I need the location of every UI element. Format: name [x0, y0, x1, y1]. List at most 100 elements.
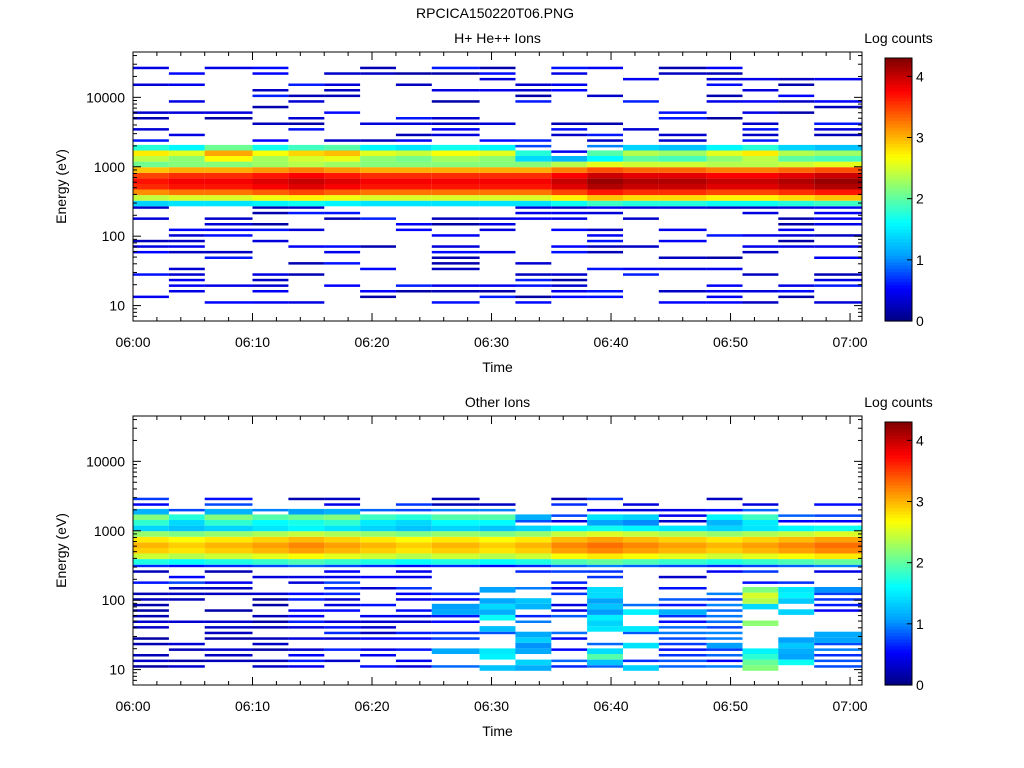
heatmap-cell — [324, 167, 361, 173]
heatmap-cell — [587, 654, 623, 660]
heatmap-cell — [658, 195, 707, 201]
heatmap-cell — [551, 200, 588, 207]
heatmap-cell — [168, 542, 205, 548]
heatmap-cell — [814, 172, 862, 179]
heatmap-cell — [360, 525, 396, 532]
heatmap-cell — [706, 144, 743, 151]
heatmap-cell — [288, 189, 325, 196]
heatmap-cell — [551, 211, 588, 215]
colorbar-segment — [885, 219, 912, 223]
heatmap-cell — [324, 211, 361, 215]
panel-title: Other Ions — [465, 394, 530, 410]
x-tick-label: 06:30 — [474, 698, 509, 714]
y-tick-label: 1000 — [94, 523, 125, 539]
heatmap-cell — [814, 559, 862, 565]
colorbar-label: Log counts — [864, 30, 933, 46]
heatmap-cell — [360, 620, 396, 623]
colorbar-segment — [885, 205, 912, 210]
heatmap-cell — [479, 531, 516, 537]
heatmap-cell — [431, 172, 480, 179]
heatmap-cell — [324, 83, 361, 86]
heatmap-cell — [252, 659, 289, 663]
heatmap-cell — [324, 659, 361, 663]
heatmap-cell — [133, 642, 169, 646]
heatmap-cell — [431, 542, 480, 548]
heatmap-cell — [623, 542, 659, 548]
colorbar-label: Log counts — [864, 394, 933, 410]
heatmap-cell — [252, 626, 289, 629]
heatmap-cell — [168, 234, 205, 237]
heatmap-cell — [742, 183, 779, 190]
heatmap-cell — [742, 89, 779, 92]
heatmap-cell — [288, 122, 325, 125]
colorbar-segment — [885, 556, 912, 561]
heatmap-cell — [288, 167, 325, 173]
heatmap-cell — [168, 536, 205, 543]
heatmap-cell — [252, 139, 289, 142]
heatmap-cell — [288, 195, 325, 201]
colorbar-segment — [885, 192, 912, 197]
heatmap-cell — [515, 603, 552, 610]
page-title: RPCICA150220T06.PNG — [416, 5, 574, 21]
heatmap-cell — [587, 156, 623, 162]
heatmap-cell — [778, 167, 815, 173]
heatmap-cell — [587, 553, 623, 560]
colorbar-tick-label: 2 — [916, 191, 924, 207]
heatmap-cell — [360, 587, 396, 590]
heatmap-cell — [587, 139, 623, 142]
heatmap-cell — [778, 564, 815, 568]
heatmap-cell — [324, 553, 361, 560]
heatmap-cell — [395, 139, 432, 142]
heatmap-cell — [551, 542, 588, 548]
heatmap-cell — [431, 178, 480, 184]
colorbar-segment — [885, 87, 912, 92]
heatmap-cell — [252, 228, 289, 232]
colorbar-segment — [885, 622, 912, 627]
heatmap-cell — [168, 100, 205, 103]
colorbar-segment — [885, 491, 912, 495]
colorbar-segment — [885, 301, 912, 306]
heatmap-cell — [551, 150, 588, 153]
heatmap-cell — [658, 609, 707, 615]
heatmap-cell — [252, 150, 289, 156]
heatmap-cell — [204, 570, 253, 573]
heatmap-cell — [204, 620, 253, 623]
heatmap-cell — [204, 525, 253, 532]
heatmap-cell — [479, 290, 516, 293]
colorbar-segment — [885, 645, 912, 650]
heatmap-cell — [324, 497, 361, 501]
heatmap-cell — [515, 195, 552, 201]
heatmap-cell — [431, 531, 480, 537]
heatmap-cell — [587, 508, 623, 512]
heatmap-cell — [551, 536, 588, 543]
heatmap-cell — [515, 536, 552, 543]
heatmap-cell — [551, 228, 588, 232]
heatmap-cell — [814, 161, 862, 168]
x-axis: 06:00 06:10 06:20 06:30 06:40 06:50 07:00 Time — [115, 52, 868, 375]
heatmap-cell — [431, 66, 480, 70]
heatmap-cell — [431, 559, 480, 565]
heatmap-cell — [431, 290, 480, 293]
heatmap-cell — [479, 200, 516, 207]
heatmap-cell — [742, 520, 779, 526]
heatmap-cell — [658, 559, 707, 565]
heatmap-cell — [133, 117, 169, 120]
heatmap-cell — [324, 536, 361, 543]
heatmap-cell — [168, 200, 205, 207]
heatmap-cell — [360, 290, 396, 293]
heatmap-cell — [395, 83, 432, 86]
heatmap-cell — [479, 156, 516, 162]
x-tick-label: 07:00 — [833, 334, 868, 350]
heatmap-cell — [742, 559, 779, 565]
x-tick-label: 06:10 — [235, 334, 270, 350]
colorbar-segment — [885, 278, 912, 283]
heatmap-cell — [623, 189, 659, 196]
colorbar-segment — [885, 500, 912, 505]
heatmap-cell — [133, 542, 169, 548]
heatmap-cell — [324, 89, 361, 92]
heatmap-cell — [551, 89, 588, 92]
heatmap-cell — [706, 547, 743, 554]
heatmap-cell — [204, 631, 253, 635]
heatmap-cell — [658, 564, 707, 568]
heatmap-cell — [324, 581, 361, 584]
